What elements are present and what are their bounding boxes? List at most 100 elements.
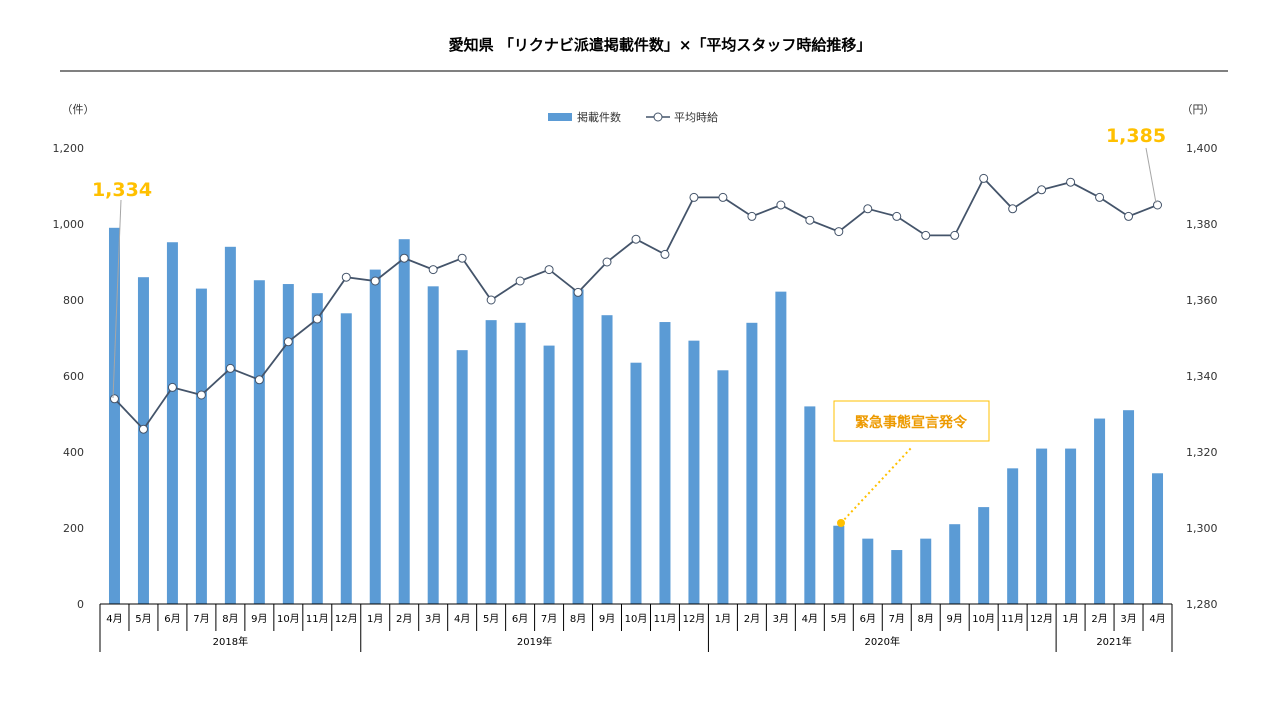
line-point [921,230,931,240]
bar [195,288,207,604]
bar [630,362,642,604]
bar [137,277,149,604]
line-point [602,257,612,267]
axes: 0 200 400 600 800 1,000 1,200 1,280 1,300 1,320 1,… [53,142,1218,611]
x-tick-label: 11月 [1001,613,1024,625]
bar [1152,473,1164,604]
line-point [428,265,438,275]
line-point [283,337,293,347]
bar [224,246,236,605]
x-tick-label: 8月 [222,613,238,625]
x-tick-label: 6月 [860,613,876,625]
x-axis: 4月 5月 6月 7月 8月 9月 10月 11月 12月 1月 2月 3月 4月 5月 6月 7月 8月 9月 1… [99,603,1173,652]
line-point [312,314,322,324]
x-tick-label: 1月 [1062,613,1078,625]
annotations: 1,334 1,385 緊急事態宣言発令 [92,125,1166,527]
line-point [399,253,409,263]
left-tick-label: 1,000 [53,218,85,231]
x-tick-label: 10月 [972,613,995,625]
line-point [573,287,583,297]
left-axis-unit: （件） [62,103,95,116]
x-tick-label: 9月 [599,613,615,625]
x-tick-label: 12月 [683,613,706,625]
x-tick-label: 11月 [654,613,677,625]
line-point [254,375,264,385]
bar [804,406,816,604]
year-label: 2019年 [517,635,552,648]
line-point [1008,204,1018,214]
x-tick-label: 2月 [744,613,760,625]
event-leader [840,446,913,524]
line-point [718,192,728,202]
x-tick-label: 2月 [396,613,412,625]
right-tick-label: 1,380 [1186,218,1218,231]
line-point [631,234,641,244]
line-point [457,253,467,263]
bar [949,524,961,604]
x-tick-label: 9月 [947,613,963,625]
line-point [138,424,148,434]
right-axis-unit: （円） [1182,103,1215,116]
line-point [1095,192,1105,202]
x-tick-label: 3月 [425,613,441,625]
bar [1123,410,1135,604]
bar [659,322,671,604]
line-point [834,227,844,237]
year-label: 2018年 [213,635,248,648]
left-tick-label: 400 [63,446,84,459]
x-tick-label: 1月 [715,613,731,625]
right-tick-label: 1,340 [1186,370,1218,383]
bar [253,280,265,604]
year-label: 2020年 [865,635,900,648]
x-tick-label: 4月 [802,613,818,625]
chart-title: 愛知県 「リクナビ派遣掲載件数」×「平均スタッフ時給推移」 [449,36,872,54]
line-point [776,200,786,210]
bar [572,289,584,604]
x-tick-label: 7月 [889,613,905,625]
line-point [892,211,902,221]
x-tick-label: 8月 [570,613,586,625]
bar [166,242,178,605]
bar-series [108,227,1164,605]
line-point [341,272,351,282]
line-point [1066,177,1076,187]
end-callout-leader [1145,147,1157,204]
x-tick-label: 3月 [773,613,789,625]
left-tick-label: 1,200 [53,142,85,155]
bar [1065,448,1077,604]
event-label: 緊急事態宣言発令 [855,414,968,431]
x-tick-label: 12月 [1030,613,1053,625]
x-tick-label: 5月 [831,613,847,625]
line-point [747,211,757,221]
bar [746,322,758,604]
bar [717,370,729,604]
left-tick-label: 800 [63,294,84,307]
start-callout-leader [112,199,122,399]
bar [601,315,613,604]
bar [1036,448,1048,604]
left-tick-label: 0 [77,598,84,611]
right-tick-label: 1,300 [1186,522,1218,535]
right-tick-label: 1,400 [1186,142,1218,155]
right-tick-label: 1,360 [1186,294,1218,307]
bar [485,320,497,604]
x-tick-label: 4月 [454,613,470,625]
bar [311,293,323,604]
bar [543,345,555,604]
bar [978,507,990,604]
end-value-label: 1,385 [1106,125,1166,147]
bar [398,239,410,604]
line-point [109,394,119,404]
event-marker [837,519,845,527]
line-point [544,265,554,275]
x-tick-label: 2月 [1091,613,1107,625]
bar [920,538,932,604]
legend: 掲載件数 平均時給 [548,110,718,124]
bar [1094,418,1106,604]
right-tick-label: 1,320 [1186,446,1218,459]
bar [514,322,526,604]
line-point [979,173,989,183]
x-tick-label: 5月 [483,613,499,625]
